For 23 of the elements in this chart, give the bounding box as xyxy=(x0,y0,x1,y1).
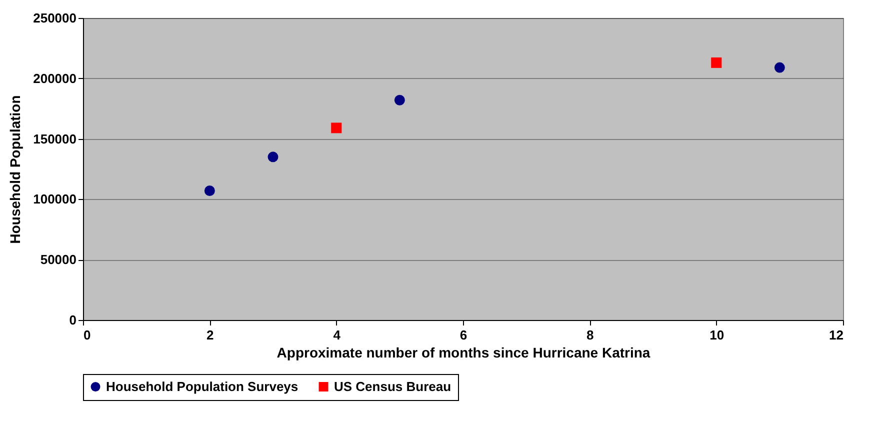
x-tick-label: 6 xyxy=(460,328,468,342)
y-tick-label: 50000 xyxy=(40,252,76,268)
point xyxy=(711,57,722,68)
y-tick-label: 250000 xyxy=(33,10,76,26)
y-tick-label: 200000 xyxy=(33,70,76,86)
point xyxy=(268,152,278,162)
legend-label: US Census Bureau xyxy=(334,378,452,394)
point xyxy=(774,62,785,73)
x-tick-label: 2 xyxy=(206,328,214,342)
legend-label: Household Population Surveys xyxy=(106,378,298,394)
y-tick-label: 100000 xyxy=(33,192,76,207)
y-axis-title: Household Population xyxy=(7,95,24,244)
x-tick-label: 12 xyxy=(829,328,844,342)
y-tick-label: 150000 xyxy=(33,131,76,146)
x-tick-label: 4 xyxy=(333,328,342,342)
point xyxy=(394,94,405,106)
x-tick-label: 0 xyxy=(84,328,91,342)
point xyxy=(204,186,215,196)
x-tick-label: 8 xyxy=(586,328,594,342)
y-tick-label: 0 xyxy=(69,312,76,328)
point xyxy=(331,122,342,134)
x-axis-title: Approximate number of months since Hurricane Katrina xyxy=(276,344,650,360)
x-tick-label: 10 xyxy=(710,328,724,342)
